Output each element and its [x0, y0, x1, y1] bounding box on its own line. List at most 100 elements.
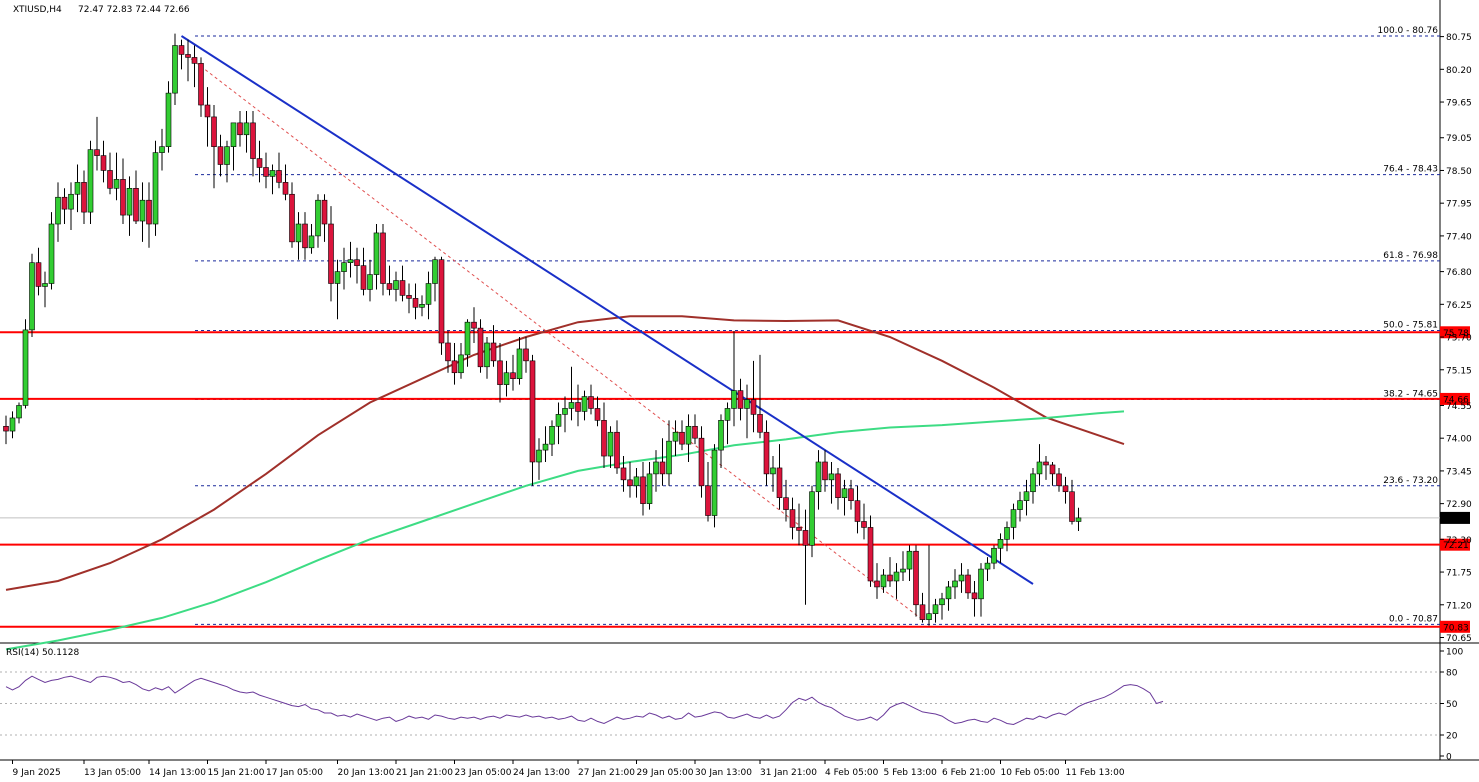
- time-tick-label: 13 Jan 05:00: [84, 768, 141, 778]
- candle-body: [380, 232, 386, 284]
- candle-body: [438, 259, 445, 344]
- candle-body: [107, 170, 113, 189]
- candle-body: [971, 592, 978, 600]
- candle-body: [68, 193, 74, 210]
- candle-body: [646, 473, 653, 504]
- candle-body: [744, 399, 750, 409]
- candle-body: [763, 431, 770, 475]
- price-tick-label: 74.55: [1446, 402, 1472, 412]
- moving-average-100: [5, 315, 1125, 591]
- candle-body: [926, 613, 932, 620]
- candle-body: [61, 196, 68, 210]
- price-tick-label: 79.05: [1446, 134, 1472, 144]
- candle-body: [432, 259, 438, 284]
- candle-body: [607, 431, 614, 457]
- fib-label: 38.2 - 74.65: [1383, 390, 1438, 400]
- candle-body: [100, 155, 107, 171]
- candle-body: [698, 437, 705, 487]
- candle-body: [594, 408, 601, 421]
- rsi-line: [5, 675, 1164, 726]
- candle-body: [549, 425, 555, 445]
- candle-body: [523, 348, 529, 362]
- candle-body: [256, 158, 263, 168]
- candle-body: [16, 405, 22, 419]
- candle-body: [185, 54, 191, 58]
- candle-body: [94, 149, 100, 156]
- candle-body: [555, 414, 562, 427]
- candle-body: [302, 223, 308, 249]
- candle-body: [562, 408, 568, 415]
- price-tick-label: 76.25: [1446, 301, 1472, 311]
- candle-body: [139, 199, 146, 222]
- candle-body: [575, 402, 581, 412]
- candle-body: [152, 152, 159, 225]
- candle-body: [74, 182, 81, 195]
- candle-body: [315, 199, 321, 237]
- candle-body: [516, 348, 523, 379]
- level-price-label: 74.66: [1443, 395, 1469, 405]
- candle-body: [334, 271, 341, 284]
- candle-body: [22, 329, 29, 406]
- candle-body: [113, 179, 120, 189]
- fib-label: 23.6 - 73.20: [1383, 476, 1438, 486]
- time-tick-label: 23 Jan 05:00: [455, 768, 512, 778]
- horizontal-levels: 75.78 74.66 72.21 70.83 72.66: [0, 326, 1470, 633]
- price-tick-label: 77.95: [1446, 200, 1472, 210]
- candle-body: [692, 425, 698, 439]
- candle-body: [900, 568, 906, 573]
- price-tick-label: 76.80: [1446, 268, 1472, 278]
- fib-label: 61.8 - 76.98: [1383, 251, 1438, 261]
- price-tick-label: 80.20: [1446, 66, 1472, 76]
- candle-body: [1075, 517, 1082, 522]
- candle-body: [1049, 464, 1056, 475]
- candle-body: [750, 399, 757, 415]
- level-price-label: 75.78: [1443, 329, 1469, 339]
- ohlc-label: 72.47 72.83 72.44 72.66: [78, 5, 190, 15]
- candle-body: [464, 321, 471, 356]
- candle-body: [984, 562, 991, 570]
- current-price-box: [1440, 511, 1470, 524]
- candle-body: [991, 547, 997, 564]
- time-tick-label: 29 Jan 05:00: [637, 768, 694, 778]
- candle-body: [373, 232, 380, 275]
- candle-body: [178, 45, 185, 55]
- candle-body: [958, 574, 965, 582]
- candle-body: [165, 92, 172, 147]
- candle-body: [295, 223, 302, 243]
- candle-body: [848, 488, 854, 501]
- price-tick-label: 78.50: [1446, 167, 1472, 177]
- candle-body: [477, 327, 484, 368]
- price-tick-label: 73.45: [1446, 467, 1472, 477]
- candle-body: [9, 417, 16, 432]
- level-price-label: 70.83: [1443, 623, 1469, 633]
- candle-body: [42, 283, 48, 287]
- candle-body: [217, 146, 224, 165]
- candle-body: [802, 530, 809, 546]
- candle-body: [458, 354, 464, 374]
- candle-body: [360, 265, 367, 290]
- symbol-label: XTIUSD,H4: [13, 5, 62, 15]
- candle-body: [737, 390, 744, 409]
- candle-body: [386, 283, 393, 290]
- candle-body: [406, 295, 412, 299]
- candle-body: [906, 550, 913, 570]
- time-tick-label: 30 Jan 13:00: [695, 768, 752, 778]
- candle-body: [529, 360, 536, 463]
- candle-body: [328, 223, 334, 284]
- candle-body: [874, 580, 880, 588]
- candle-body: [835, 473, 841, 498]
- candle-body: [952, 580, 958, 588]
- candle-body: [399, 280, 406, 296]
- candle-body: [841, 488, 848, 498]
- candle-body: [263, 167, 269, 177]
- candle-body: [282, 182, 289, 195]
- time-tick-label: 10 Feb 05:00: [1001, 768, 1060, 778]
- candle-body: [1043, 461, 1049, 466]
- candle-body: [685, 425, 692, 445]
- price-tick-label: 75.70: [1446, 334, 1472, 344]
- rsi-tick-label: 50: [1446, 700, 1458, 710]
- candle-body: [87, 149, 94, 213]
- candle-body: [770, 467, 776, 475]
- candle-body: [809, 491, 815, 546]
